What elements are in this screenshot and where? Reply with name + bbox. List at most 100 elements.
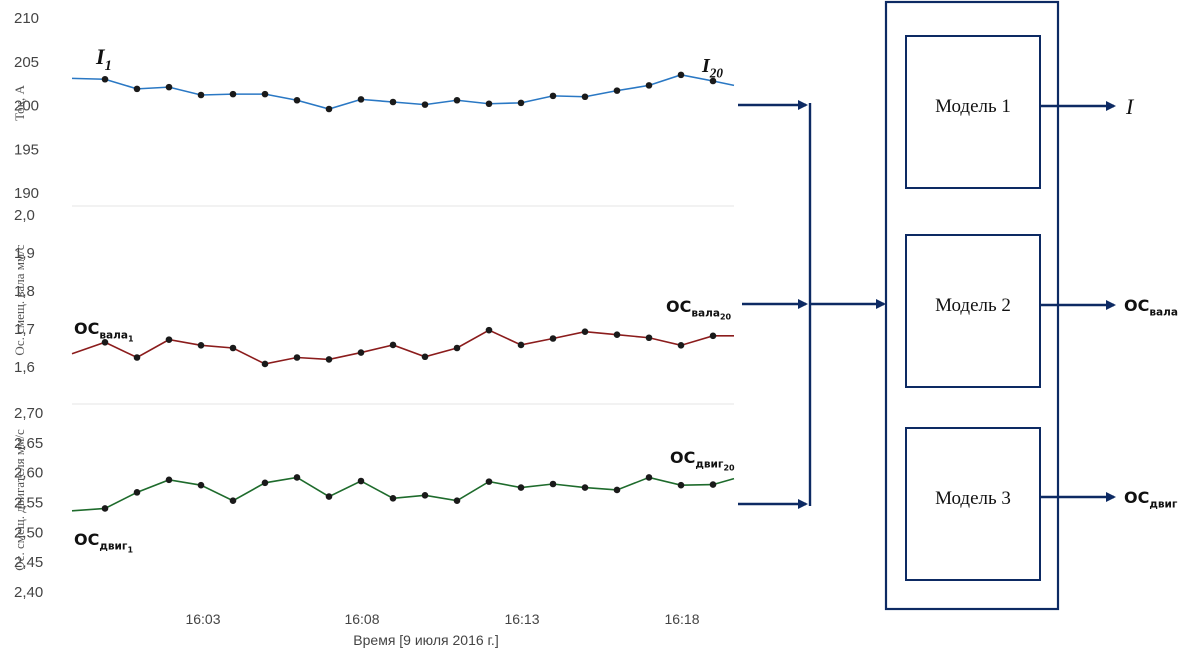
data-point bbox=[133, 354, 141, 361]
data-point bbox=[325, 105, 333, 113]
data-point bbox=[165, 476, 173, 484]
annotation-last-sub: двиг bbox=[695, 458, 724, 470]
x-tick-label: 16:03 bbox=[185, 611, 220, 627]
chart-panel-3: 2,70 2,65 2,60 2,55 2,50 2,45 2,40 Ос. смещ. дв… bbox=[12, 403, 735, 601]
series-line bbox=[71, 476, 735, 512]
data-point bbox=[229, 497, 237, 505]
data-point bbox=[453, 497, 461, 505]
x-tick-label: 16:13 bbox=[504, 611, 539, 627]
data-point bbox=[229, 90, 237, 98]
y-tick-label: 190 bbox=[14, 185, 39, 202]
data-point bbox=[133, 85, 141, 93]
data-point bbox=[101, 339, 109, 346]
data-point bbox=[613, 486, 621, 494]
model-label: Модель 2 bbox=[935, 295, 1011, 316]
data-point bbox=[677, 71, 685, 79]
model-box bbox=[905, 234, 1041, 388]
annotation-first-base: ОС bbox=[74, 530, 99, 549]
annotation-last-base: ОС bbox=[666, 297, 691, 316]
annotation-last: ОСдвиг20 bbox=[670, 448, 735, 473]
data-point bbox=[581, 484, 589, 491]
y-tick-label: 2,65 bbox=[14, 435, 43, 452]
annotation-first-sub: 1 bbox=[105, 58, 112, 74]
data-point bbox=[357, 477, 365, 485]
annotation-first-subsub: 1 bbox=[127, 546, 133, 555]
y-axis-label: Ос. смещ. двигателя мм/с bbox=[12, 429, 27, 571]
model-output-label-base: ОС bbox=[1124, 296, 1149, 315]
data-point bbox=[677, 342, 685, 349]
y-tick-label: 1,6 bbox=[14, 359, 35, 376]
data-point bbox=[645, 334, 653, 342]
data-point bbox=[549, 480, 557, 488]
y-axis-label: Ток, А bbox=[12, 85, 27, 121]
model-box bbox=[905, 427, 1041, 581]
y-tick-label: 205 bbox=[14, 54, 39, 71]
model-output-label: ОСдвиг bbox=[1124, 488, 1178, 510]
data-point bbox=[517, 99, 525, 107]
data-point bbox=[133, 489, 141, 496]
data-point bbox=[165, 83, 173, 91]
data-point bbox=[709, 332, 717, 340]
data-point bbox=[549, 335, 557, 342]
data-point bbox=[645, 82, 653, 89]
data-point bbox=[357, 349, 365, 356]
models-outer-frame bbox=[884, 0, 1060, 611]
annotation-last-base: ОС bbox=[670, 448, 695, 467]
annotation-first-base: I bbox=[95, 44, 106, 69]
data-point bbox=[581, 328, 589, 335]
data-point bbox=[261, 90, 269, 98]
data-point bbox=[613, 87, 621, 94]
data-point bbox=[645, 474, 653, 481]
flow-arrows bbox=[738, 100, 1116, 509]
model-output-label: ОСвала bbox=[1124, 296, 1178, 318]
annotation-first-base: ОС bbox=[74, 319, 99, 338]
data-point bbox=[485, 326, 493, 334]
data-point bbox=[293, 354, 301, 361]
model-output-label: I bbox=[1125, 94, 1135, 119]
model-label: Модель 1 bbox=[935, 96, 1011, 117]
annotation-first-subsub: 1 bbox=[128, 335, 134, 344]
data-point bbox=[581, 93, 589, 101]
data-point bbox=[293, 96, 301, 104]
annotation-first: ОСдвиг1 bbox=[74, 530, 133, 555]
data-point bbox=[453, 96, 461, 104]
data-point bbox=[389, 495, 397, 502]
data-point bbox=[421, 353, 429, 361]
data-point bbox=[485, 100, 493, 108]
data-point bbox=[293, 474, 301, 481]
data-point bbox=[549, 92, 557, 100]
model-2: Модель 2 ОСвала bbox=[905, 234, 1178, 388]
annotation-first: I1 bbox=[95, 44, 112, 74]
chart-panel-2: 2,01,91,81,71,6Ос. смещ. вала мм/с ОСвала… bbox=[12, 205, 734, 376]
data-point bbox=[421, 101, 429, 108]
data-point bbox=[101, 505, 109, 512]
data-point bbox=[197, 481, 205, 489]
y-tick-label: 2,0 bbox=[14, 207, 35, 224]
y-tick-label: 2,60 bbox=[14, 465, 43, 482]
data-point bbox=[709, 481, 717, 488]
data-point bbox=[517, 341, 525, 349]
x-axis-label: Время [9 июля 2016 г.] bbox=[353, 632, 498, 648]
y-tick-label: 2,55 bbox=[14, 494, 43, 511]
data-point bbox=[389, 341, 397, 349]
y-tick-label: 1,7 bbox=[14, 321, 35, 338]
annotation-last: ОСвала20 bbox=[666, 297, 732, 322]
data-point bbox=[101, 75, 109, 83]
model-output-label-sub: двиг bbox=[1149, 498, 1178, 510]
model-3: Модель 3 ОСдвиг bbox=[905, 427, 1178, 581]
annotation-first-sub: вала bbox=[99, 329, 128, 341]
y-tick-label: 195 bbox=[14, 141, 39, 158]
x-axis: 16:03 16:08 16:13 16:18 Время [9 июля 2016 г… bbox=[185, 611, 699, 648]
data-point bbox=[709, 77, 717, 85]
data-point bbox=[325, 493, 333, 500]
y-tick-label: 2,70 bbox=[14, 405, 43, 422]
model-output-label-base: ОС bbox=[1124, 488, 1149, 507]
series-line bbox=[71, 74, 735, 110]
annotation-last-subsub: 20 bbox=[723, 464, 735, 473]
y-tick-label: 2,40 bbox=[14, 584, 43, 601]
y-tick-label: 2,50 bbox=[14, 524, 43, 541]
models-block: Модель 1 I Модель 2 ОСвала Модель 3 ОСдвиг bbox=[884, 0, 1178, 611]
data-point bbox=[261, 479, 269, 487]
y-tick-label: 210 bbox=[14, 10, 39, 27]
